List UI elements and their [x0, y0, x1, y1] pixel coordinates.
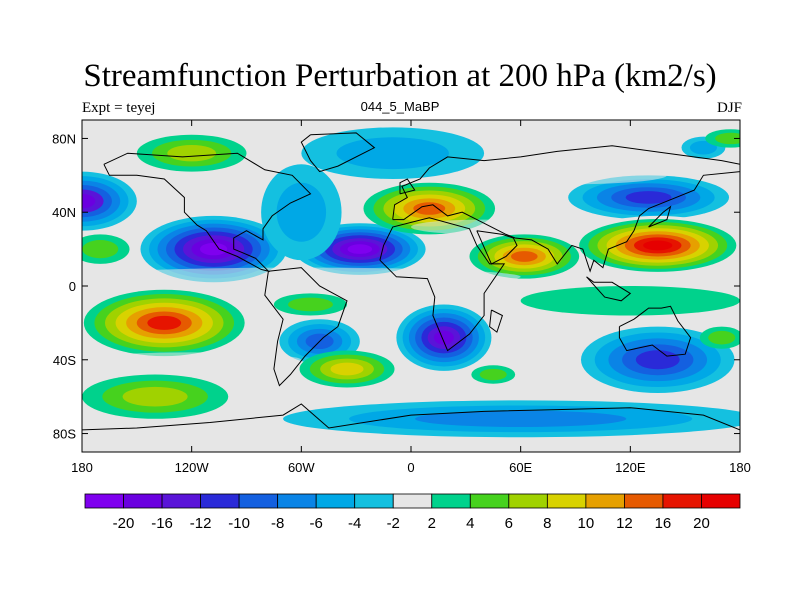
colorbar-box — [546, 493, 587, 509]
colorbar-box — [662, 493, 702, 509]
x-tick-label: 180 — [729, 460, 751, 475]
contour-fill — [511, 251, 538, 262]
colorbar-box — [277, 493, 317, 509]
contour-fill — [413, 202, 446, 215]
colorbar-box — [161, 493, 201, 509]
coastline — [586, 276, 632, 302]
colorbar-label: -6 — [310, 515, 323, 532]
contour-fill — [643, 240, 673, 251]
colorbar-box — [701, 493, 741, 509]
contour-fill — [715, 132, 740, 145]
zero-band — [447, 166, 667, 185]
contour-fill — [708, 330, 736, 345]
contour-fill — [82, 240, 119, 259]
colorbar-box — [392, 493, 433, 509]
colorbar-box — [624, 493, 664, 509]
colorbar-label: -10 — [228, 515, 250, 532]
coastline — [300, 132, 376, 173]
contour-fill — [635, 350, 680, 370]
contour-fill — [336, 137, 449, 170]
contour-fill — [82, 194, 96, 209]
experiment-label: Expt = teyej — [82, 100, 156, 116]
coastline — [399, 178, 416, 195]
contour-fill — [433, 330, 454, 345]
colorbar-box — [123, 493, 163, 509]
contour-fill — [479, 368, 507, 381]
colorbar-label: -12 — [190, 515, 212, 532]
x-tick-label: 60E — [509, 460, 532, 475]
contour-fill — [276, 182, 327, 242]
colorbar-box — [508, 493, 548, 509]
colorbar-label: -20 — [113, 515, 135, 532]
axes-layer: 180 120W 60W 0 60E 120E 180 80N 40N 0 40S 80S — [52, 120, 751, 475]
colorbar-box — [431, 493, 471, 509]
y-tick-label: 40N — [52, 205, 76, 220]
coastline — [264, 267, 348, 387]
contour-fill — [167, 145, 217, 162]
colorbar-label: -8 — [271, 515, 284, 532]
colorbar-label: 20 — [693, 515, 710, 532]
contour-fill — [147, 315, 182, 330]
coastline — [82, 403, 740, 431]
colorbar: -20 -16 -12 -10 -8 -6 -4 -2 2 4 6 8 10 12 16 20 — [84, 493, 741, 532]
contour-fill — [415, 410, 627, 427]
x-tick-label: 120W — [175, 460, 210, 475]
coastline — [379, 217, 506, 352]
colorbar-box — [200, 493, 240, 509]
colorbar-label: 2 — [428, 515, 436, 532]
colorbar-label: 16 — [655, 515, 672, 532]
colorbar-label: 6 — [505, 515, 513, 532]
x-tick-label: 60W — [288, 460, 315, 475]
contour-fill-layer — [82, 127, 740, 438]
colorbar-box — [585, 493, 625, 509]
y-tick-label: 40S — [53, 353, 76, 368]
colorbar-box — [469, 493, 510, 509]
colorbar-label: -4 — [348, 515, 361, 532]
contour-fill — [330, 362, 364, 376]
contour-fill — [625, 191, 672, 204]
contour-fill — [199, 242, 228, 256]
contour-fill — [122, 386, 188, 407]
season-label: DJF — [716, 100, 742, 116]
coastline — [489, 309, 504, 333]
contour-fill — [689, 140, 717, 155]
colorbar-label: 12 — [616, 515, 633, 532]
chart-title: Streamfunction Perturbation at 200 hPa (… — [83, 58, 717, 94]
x-tick-label: 0 — [407, 460, 414, 475]
contour-fill — [347, 244, 373, 254]
x-tick-label: 180 — [71, 460, 93, 475]
colorbar-label: 8 — [543, 515, 551, 532]
contour-fill — [520, 286, 740, 316]
coastline — [103, 152, 312, 273]
case-label: 044_5_MaBP — [360, 99, 440, 114]
coastline — [618, 305, 692, 357]
y-tick-label: 80N — [52, 131, 76, 146]
colorbar-box — [84, 493, 124, 509]
y-tick-label: 80S — [53, 427, 76, 442]
zero-band — [82, 267, 521, 286]
coastlines — [82, 132, 740, 431]
colorbar-label: -2 — [387, 515, 400, 532]
coastline — [392, 145, 740, 273]
colorbar-label: 10 — [578, 515, 595, 532]
x-tick-label: 120E — [615, 460, 646, 475]
colorbar-label: 4 — [466, 515, 474, 532]
zero-band — [82, 352, 302, 368]
y-tick-label: 0 — [69, 279, 76, 294]
coastline — [648, 205, 672, 228]
contour-fill — [287, 297, 333, 312]
colorbar-box — [315, 493, 356, 509]
colorbar-box — [238, 493, 279, 509]
colorbar-label: -16 — [151, 515, 173, 532]
colorbar-box — [354, 493, 394, 509]
